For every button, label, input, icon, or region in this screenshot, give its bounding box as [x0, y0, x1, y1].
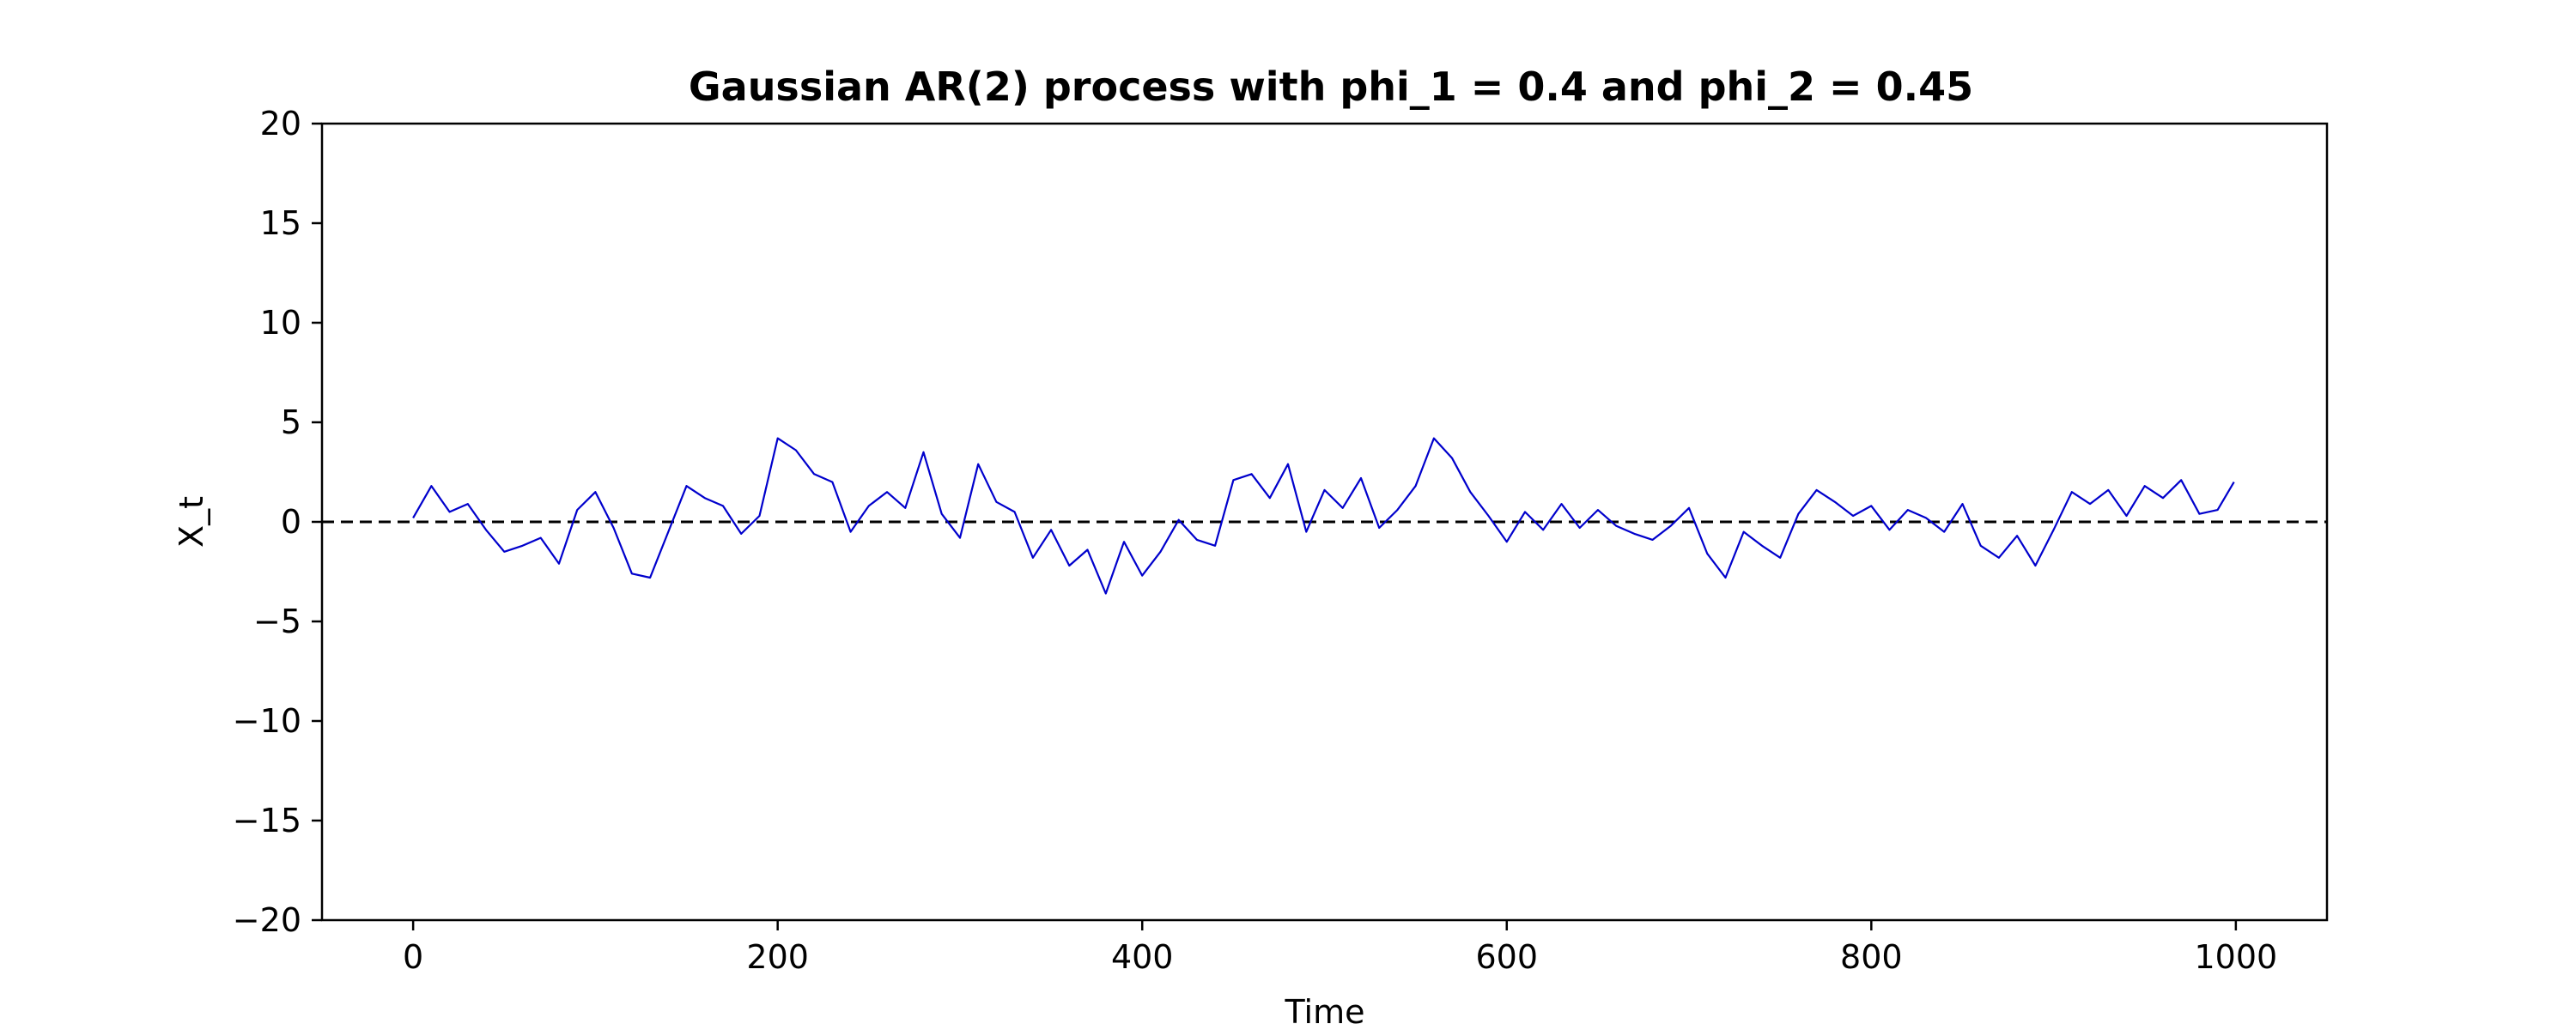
y-tick-label: 0: [281, 503, 301, 541]
y-tick-label: −5: [253, 603, 301, 640]
x-tick-label: 600: [1476, 938, 1539, 976]
y-tick-label: −10: [233, 702, 301, 740]
x-tick-label: 1000: [2195, 938, 2278, 976]
series-line: [412, 437, 2235, 595]
plot-area: [320, 122, 2329, 922]
y-tick-label: 5: [281, 403, 301, 441]
y-tick-label: 10: [260, 304, 301, 342]
x-axis: 0 200 400 600 800 1000: [403, 920, 2277, 976]
y-tick-label: −15: [233, 802, 301, 839]
x-tick-label: 200: [746, 938, 809, 976]
y-axis: −20 −15 −10 −5 0 5 10 15 20: [233, 105, 322, 939]
x-tick-label: 800: [1840, 938, 1903, 976]
x-tick-label: 0: [403, 938, 423, 976]
y-tick-label: 20: [260, 105, 301, 142]
x-tick-label: 400: [1111, 938, 1174, 976]
x-axis-label: Time: [1285, 993, 1365, 1030]
y-axis-label: X_t: [173, 496, 210, 548]
y-tick-label: −20: [233, 901, 301, 939]
chart-title: Gaussian AR(2) process with phi_1 = 0.4 …: [689, 64, 1973, 110]
y-tick-label: 15: [260, 204, 301, 242]
